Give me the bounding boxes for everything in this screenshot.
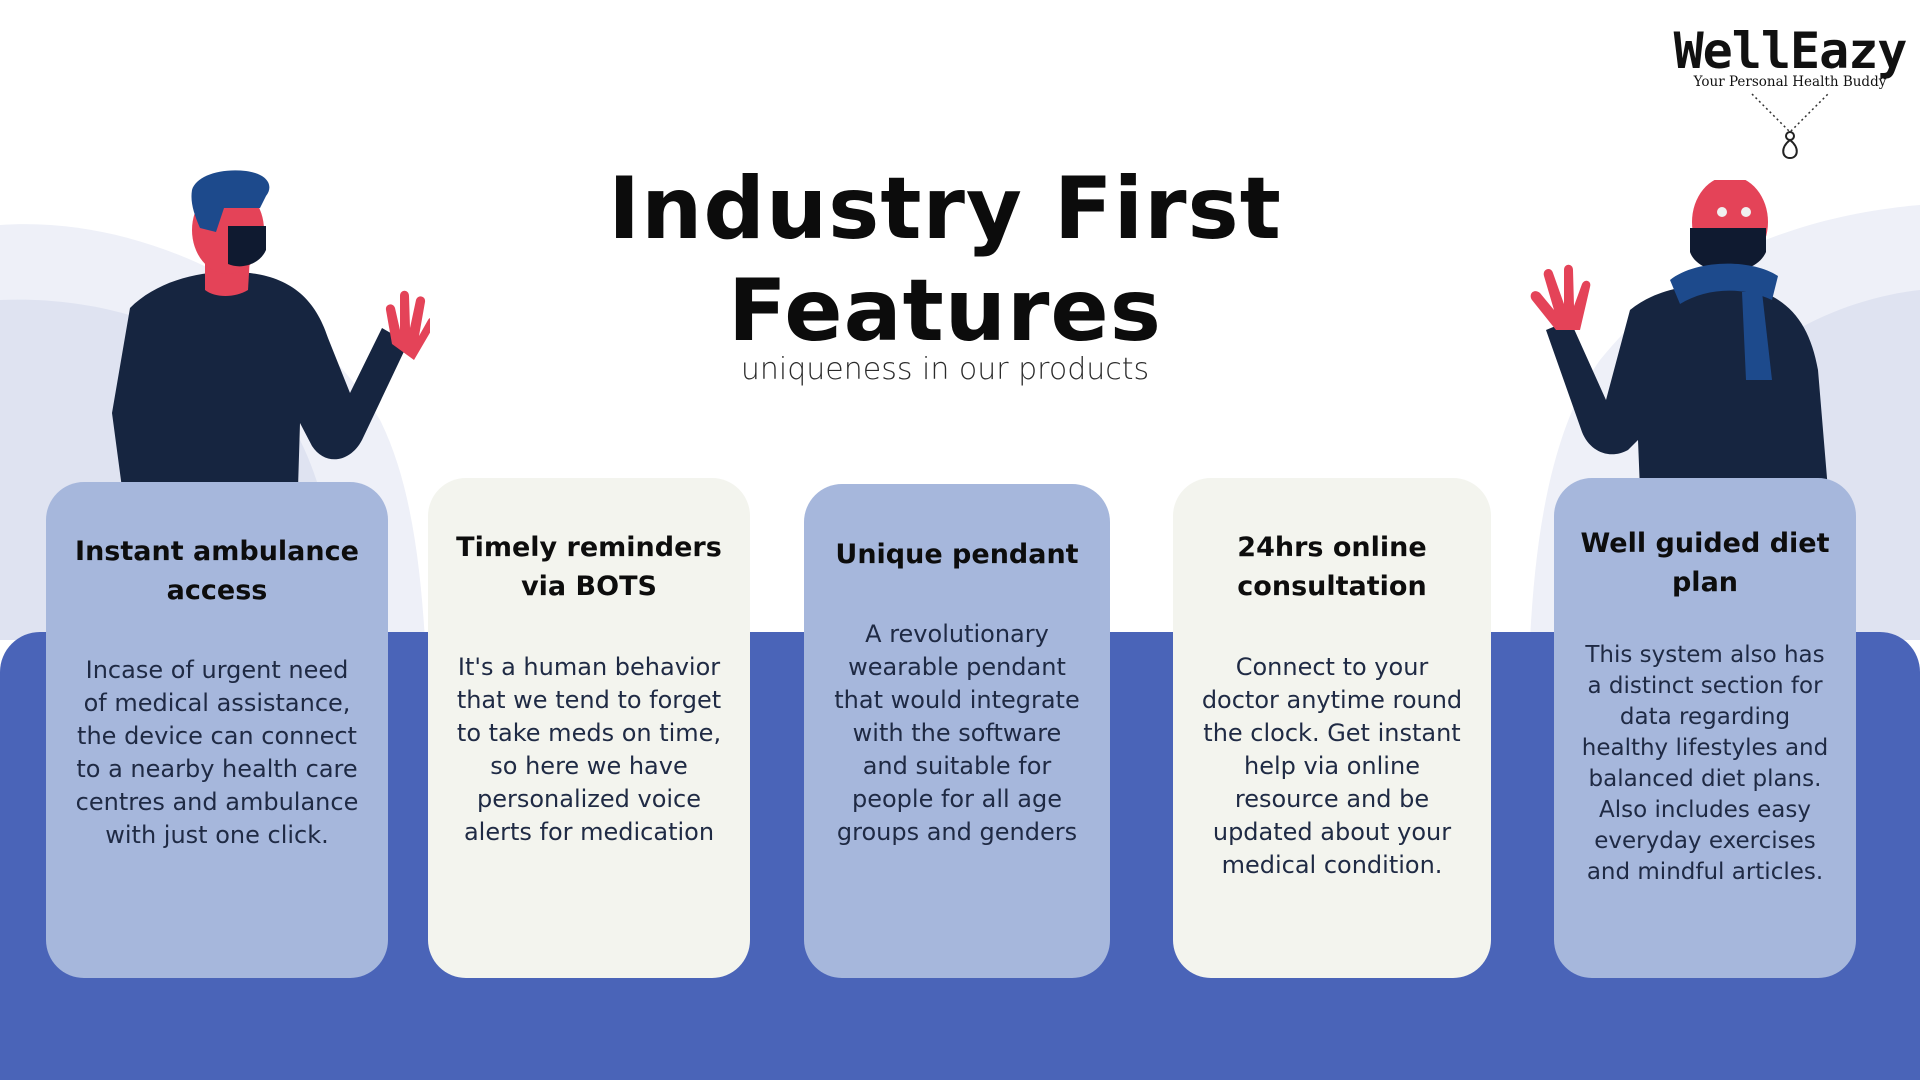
feature-description: Connect to your doctor anytime round the… [1201, 653, 1463, 879]
feature-description: A revolutionary wearable pendant that wo… [834, 620, 1080, 846]
brand-name: WellEazy [1673, 22, 1908, 80]
feature-card-diet: Well guided diet plan This system also h… [1554, 478, 1856, 978]
page-title: Industry First Features [608, 159, 1282, 361]
page-subtitle: uniqueness in our products [740, 352, 1150, 387]
pendant-icon [1751, 93, 1829, 160]
feature-title: Well guided diet plan [1580, 528, 1830, 598]
person-waving-right-illustration [1530, 180, 1828, 490]
feature-card-consultation: 24hrs online consultation Connect to you… [1173, 478, 1491, 978]
person-waving-left-illustration [112, 170, 430, 488]
feature-title: Instant ambulance access [75, 536, 359, 606]
feature-description: It's a human behavior that we tend to fo… [456, 653, 722, 846]
feature-title: 24hrs online consultation [1237, 532, 1427, 602]
feature-card-pendant: Unique pendant A revolutionary wearable … [804, 484, 1110, 978]
feature-card-reminders: Timely reminders via BOTS It's a human b… [428, 478, 750, 978]
feature-title: Timely reminders via BOTS [456, 532, 722, 602]
brand-logo: WellEazy Your Personal Health Buddy [1672, 22, 1908, 162]
feature-description: Incase of urgent need of medical assista… [75, 656, 359, 849]
feature-title: Unique pendant [835, 539, 1079, 570]
feature-description: This system also has a distinct section … [1581, 642, 1829, 885]
brand-tagline: Your Personal Health Buddy [1693, 74, 1887, 90]
feature-card-ambulance: Instant ambulance access Incase of urgen… [46, 482, 388, 978]
